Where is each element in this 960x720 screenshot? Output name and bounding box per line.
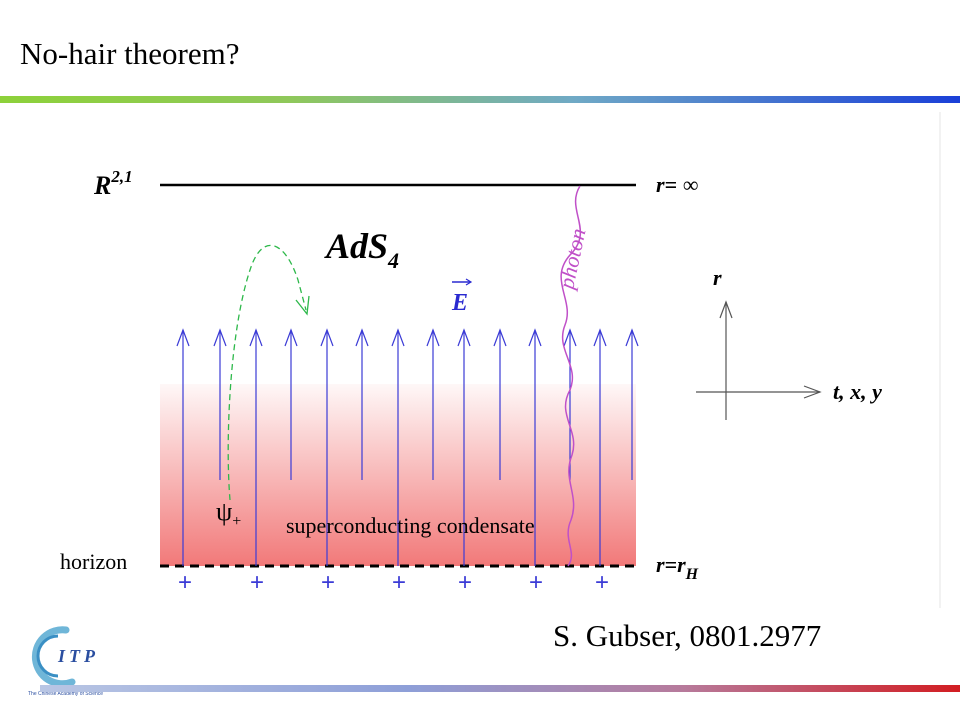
charge-plus: + bbox=[321, 569, 335, 596]
field-label: E bbox=[451, 290, 468, 316]
charge-plus: + bbox=[595, 569, 609, 596]
charge-plus: + bbox=[392, 569, 406, 596]
footer-bar bbox=[40, 685, 960, 692]
field-arrow bbox=[528, 328, 542, 566]
itp-logo: ITP bbox=[31, 626, 99, 688]
field-vector-arrowhead bbox=[465, 278, 473, 286]
citation: S. Gubser, 0801.2977 bbox=[553, 618, 822, 653]
field-arrow bbox=[355, 328, 369, 480]
field-arrow bbox=[176, 328, 190, 566]
psi-label: ψ+ bbox=[216, 497, 241, 530]
field-arrow bbox=[457, 328, 471, 566]
charge-plus: + bbox=[458, 569, 472, 596]
field-arrow bbox=[563, 328, 577, 480]
psi-arrowhead bbox=[295, 295, 310, 316]
photon-label: photon bbox=[553, 226, 591, 293]
charge-plus: + bbox=[178, 569, 192, 596]
logo-text: ITP bbox=[57, 646, 99, 666]
horizon-charges: + + + + + + + bbox=[178, 569, 609, 596]
field-arrow bbox=[320, 328, 334, 566]
field-arrow bbox=[213, 328, 227, 480]
title-underline-bar bbox=[0, 96, 960, 103]
psi-trajectory bbox=[227, 244, 307, 501]
slide-title: No-hair theorem? bbox=[20, 36, 240, 71]
charge-plus: + bbox=[250, 569, 264, 596]
boundary-label: R2,1 bbox=[93, 167, 133, 200]
horizon-r-label: r=rH bbox=[656, 552, 699, 583]
electric-field-arrows bbox=[176, 328, 639, 566]
charge-plus: + bbox=[529, 569, 543, 596]
axis-r-label: r bbox=[713, 265, 722, 290]
field-arrow bbox=[249, 328, 263, 566]
bulk-label: AdS4 bbox=[324, 226, 399, 273]
txy-axis-arrowhead bbox=[803, 385, 822, 399]
condensate-label: superconducting condensate bbox=[286, 513, 535, 538]
field-arrow bbox=[625, 328, 639, 480]
field-arrow bbox=[284, 328, 298, 480]
field-arrow bbox=[391, 328, 405, 566]
photon-path bbox=[560, 185, 582, 567]
axis-txy-label: t, x, y bbox=[833, 379, 882, 404]
horizon-label: horizon bbox=[60, 549, 127, 574]
r-axis-arrowhead bbox=[719, 300, 733, 319]
field-arrow bbox=[593, 328, 607, 566]
field-arrow bbox=[493, 328, 507, 480]
coordinate-axes bbox=[696, 300, 822, 420]
field-arrow bbox=[426, 328, 440, 480]
holographic-superconductor-diagram: R2,1 r= ∞ AdS4 E photon r t, x, y ψ+ sup… bbox=[60, 112, 941, 608]
boundary-r-label: r= ∞ bbox=[656, 172, 699, 197]
logo-tagline: The Chinese Academy of Science bbox=[28, 691, 104, 697]
